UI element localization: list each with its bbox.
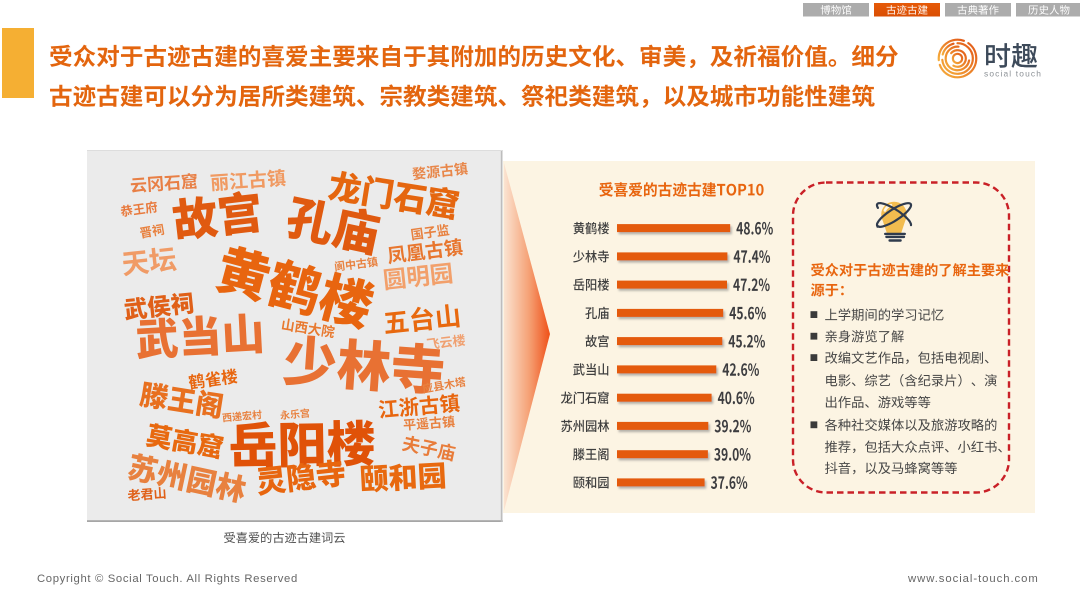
- svg-text:www.social-touch.com: www.social-touch.com: [907, 573, 1039, 585]
- svg-text:Copyright © Social Touch. All: Copyright © Social Touch. All Rights Res…: [37, 573, 298, 585]
- svg-text:social touch: social touch: [984, 69, 1042, 79]
